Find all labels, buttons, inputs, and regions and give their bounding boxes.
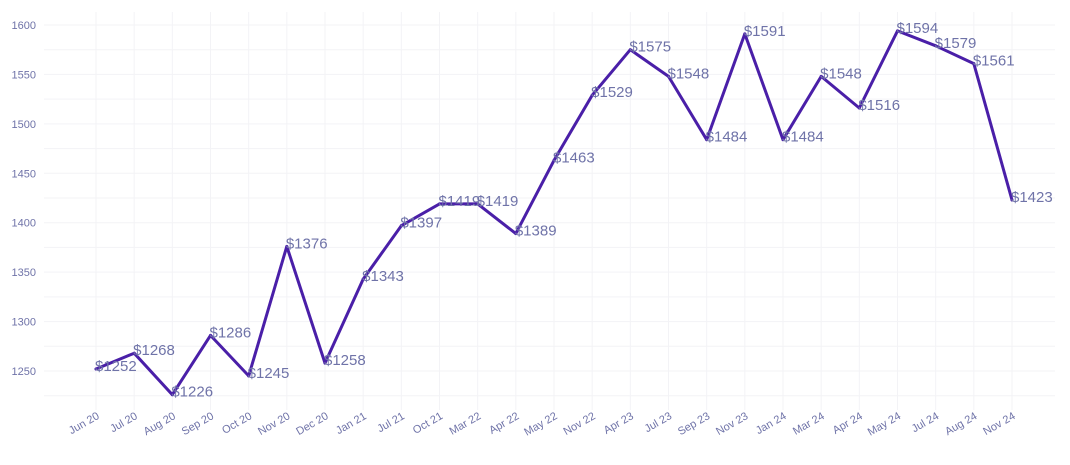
x-tick-label: Jul 20 — [108, 410, 139, 435]
data-label: $1343 — [362, 268, 404, 285]
x-tick-label: Mar 22 — [448, 410, 484, 438]
data-label: $1463 — [553, 149, 595, 166]
data-label: $1258 — [324, 352, 366, 369]
data-point — [857, 106, 861, 110]
data-point — [934, 44, 938, 48]
data-label: $1575 — [629, 39, 671, 56]
data-point — [590, 93, 594, 97]
x-tick-label: Jul 21 — [375, 410, 406, 435]
data-point — [552, 158, 556, 162]
x-tick-label: Nov 22 — [561, 410, 597, 438]
x-tick-label: Aug 20 — [142, 410, 178, 438]
x-axis: Jun 20 Jul 20 Aug 20 Sep 20 Oct 20 Nov 20 Dec … — [67, 410, 1018, 438]
data-point — [94, 367, 98, 371]
x-tick-label: May 24 — [866, 410, 903, 438]
data-label: $1397 — [400, 215, 442, 232]
series — [94, 29, 1014, 397]
x-tick-label: Oct 21 — [411, 410, 445, 437]
y-tick-label: 1600 — [12, 20, 36, 32]
x-tick-label: Jul 24 — [910, 410, 941, 435]
data-label: $1591 — [744, 23, 786, 40]
data-point — [667, 74, 670, 78]
x-tick-label: Jan 21 — [334, 410, 369, 437]
data-label: $1419 — [439, 193, 481, 210]
x-tick-label: Jan 24 — [754, 410, 789, 437]
data-point — [476, 202, 480, 206]
data-label: $1548 — [668, 65, 710, 82]
y-tick-label: 1300 — [12, 317, 36, 329]
x-tick-label: Oct 20 — [220, 410, 254, 437]
data-point — [819, 74, 823, 78]
data-label: $1561 — [973, 53, 1015, 70]
data-label: $1594 — [897, 20, 939, 37]
y-tick-label: 1450 — [12, 168, 36, 180]
x-tick-label: Nov 20 — [256, 410, 292, 438]
data-label: $1226 — [171, 384, 213, 401]
data-point — [514, 232, 518, 236]
data-label: $1376 — [286, 235, 328, 252]
y-axis: 1250 1300 1350 1400 1450 1500 1550 1600 — [12, 20, 36, 378]
data-point — [170, 393, 174, 397]
x-tick-label: Jul 23 — [643, 410, 674, 435]
x-tick-label: Sep 23 — [676, 410, 712, 438]
data-label: $1423 — [1011, 189, 1053, 206]
x-tick-label: May 22 — [522, 410, 559, 438]
data-label: $1484 — [782, 129, 824, 146]
x-tick-label: Jun 20 — [67, 410, 102, 437]
data-label: $1286 — [210, 324, 252, 341]
data-point — [438, 202, 441, 206]
y-tick-label: 1400 — [12, 218, 36, 230]
y-tick-label: 1550 — [12, 69, 36, 81]
data-point — [896, 29, 899, 33]
data-point — [743, 32, 747, 36]
x-tick-label: Aug 24 — [943, 410, 979, 438]
data-point — [972, 62, 976, 66]
x-tick-label: Nov 24 — [981, 410, 1017, 438]
data-label: $1516 — [858, 97, 900, 114]
data-point — [285, 244, 289, 248]
data-point — [247, 374, 251, 378]
data-label: $1529 — [591, 84, 633, 101]
data-label: $1252 — [95, 358, 137, 375]
y-tick-label: 1250 — [12, 366, 36, 378]
x-tick-label: Apr 22 — [487, 410, 521, 437]
data-label: $1579 — [935, 35, 977, 52]
y-tick-label: 1350 — [12, 267, 36, 279]
x-tick-label: Nov 23 — [714, 410, 750, 438]
data-label: $1389 — [515, 223, 557, 240]
data-label: $1268 — [133, 342, 175, 359]
data-label: $1419 — [477, 193, 519, 210]
x-tick-label: Sep 20 — [180, 410, 216, 438]
data-point — [399, 224, 403, 228]
data-label: $1484 — [706, 129, 748, 146]
data-point — [361, 277, 365, 281]
data-label: $1245 — [248, 365, 290, 382]
y-tick-label: 1500 — [12, 119, 36, 131]
data-point — [781, 138, 785, 142]
data-point — [323, 361, 327, 365]
data-labels: $1252$1268 $1226 $1286 $1245 $1376 $1258 $1343… — [95, 20, 1053, 401]
x-tick-label: Dec 20 — [294, 410, 330, 438]
data-point — [132, 351, 136, 355]
x-tick-label: Apr 24 — [831, 410, 865, 437]
data-point — [628, 48, 632, 52]
data-point — [209, 333, 212, 337]
data-label: $1548 — [820, 65, 862, 82]
data-point — [705, 138, 709, 142]
x-tick-label: Mar 24 — [791, 410, 827, 438]
x-tick-label: Apr 23 — [602, 410, 636, 437]
data-point — [1010, 198, 1014, 202]
grid — [44, 12, 1055, 410]
